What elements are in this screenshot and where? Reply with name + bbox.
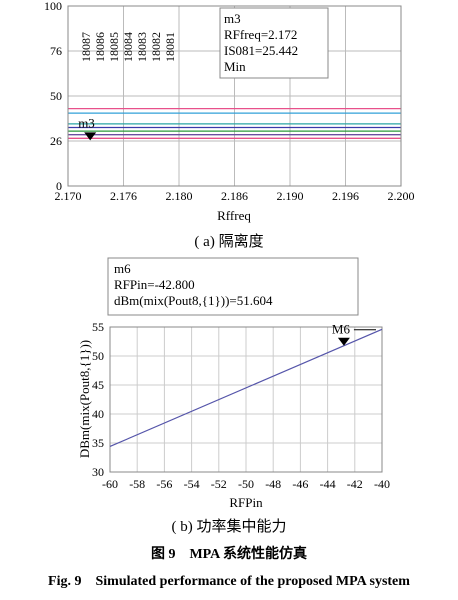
chart-b-x-tick-label: -40	[374, 477, 390, 491]
chart-b-x-axis-label: RFPin	[229, 495, 263, 510]
chart-b-x-tick-label: -48	[265, 477, 281, 491]
chart-b-info-line: dBm(mix(Pout8,{1}))=51.604	[114, 293, 273, 308]
chart-b-info-line: RFPin=-42.800	[114, 277, 195, 292]
chart-b-y-tick-label: 35	[92, 436, 104, 450]
chart-a-x-tick-label: 2.200	[388, 189, 415, 203]
chart-b-y-tick-label: 40	[92, 407, 104, 421]
chart-b-marker-triangle	[337, 337, 350, 346]
chart-a-legend-entry: 18085	[107, 32, 121, 62]
chart-b-info-box: m6RFPin=-42.800dBm(mix(Pout8,{1}))=51.60…	[107, 257, 359, 316]
power-concentration-chart: m6RFPin=-42.800dBm(mix(Pout8,{1}))=51.60…	[77, 257, 390, 510]
chart-a-legend-entry: 18082	[149, 32, 163, 62]
chart-a-info-box-frame	[219, 7, 329, 79]
chart-a-x-tick-label: 2.196	[332, 189, 359, 203]
chart-a-legend-entry: 18081	[163, 32, 177, 62]
chart-a-ticks: 2.170 2.176 2.180 2.186 2.190 2.196 2.200 0 26 50…	[44, 0, 415, 203]
chart-a-legend-entry: 18087	[79, 32, 93, 62]
chart-b-marker-label: M6	[332, 322, 351, 337]
chart-a-x-tick-label: 2.176	[110, 189, 137, 203]
chart-b-info-box-frame	[107, 257, 359, 316]
chart-a-y-tick-label: 50	[50, 89, 62, 103]
chart-a-y-tick-label: 100	[44, 0, 62, 13]
chart-b-x-tick-label: -50	[238, 477, 254, 491]
chart-b-x-tick-label: -42	[347, 477, 363, 491]
chart-b-marker: M6	[332, 322, 376, 346]
chart-b-x-tick-label: -60	[102, 477, 118, 491]
chart-b-y-tick-label: 45	[92, 378, 104, 392]
chart-a-info-line: m3	[224, 11, 241, 26]
chart-a-y-tick-label: 26	[50, 134, 62, 148]
chart-b-x-tick-label: -54	[184, 477, 200, 491]
chart-a-info-line: RFfreq=2.172	[224, 27, 297, 42]
chart-a-x-tick-label: 2.170	[55, 189, 82, 203]
chart-a-y-tick-label: 0	[56, 179, 62, 193]
chart-a-series	[68, 107, 401, 139]
chart-a-marker: m3	[78, 115, 97, 141]
chart-b-ticks: -60 -58 -56 -54 -52 -50 -48 -46 -44 -42 -40 30 35 40 4…	[92, 320, 390, 491]
chart-b-y-tick-label: 55	[92, 320, 104, 334]
chart-a-legend-entry: 18083	[135, 32, 149, 62]
chart-a-y-tick-label: 76	[50, 44, 62, 58]
figure-caption-en: Fig. 9 Simulated performance of the prop…	[48, 574, 410, 589]
chart-b-x-tick-label: -52	[211, 477, 227, 491]
chart-b-x-tick-label: -56	[156, 477, 172, 491]
isolation-chart: 2.170 2.176 2.180 2.186 2.190 2.196 2.200 0 26 50…	[44, 0, 415, 223]
subfigure-b-caption: ( b) 功率集中能力	[171, 519, 287, 535]
chart-b-series-line	[109, 328, 383, 448]
chart-a-legend-entry: 18086	[93, 32, 107, 62]
chart-a-x-tick-label: 2.180	[166, 189, 193, 203]
chart-b-grid	[110, 327, 382, 472]
chart-a-x-tick-label: 2.190	[277, 189, 304, 203]
chart-b-y-tick-label: 30	[92, 465, 104, 479]
chart-a-marker-triangle	[84, 132, 97, 141]
subfigure-a-caption: ( a) 隔离度	[194, 234, 264, 250]
chart-a-legend-entry: 18084	[121, 32, 135, 62]
chart-b-y-tick-label: 50	[92, 349, 104, 363]
chart-b-x-tick-label: -46	[292, 477, 308, 491]
chart-b-x-tick-label: -44	[320, 477, 336, 491]
chart-b-series	[109, 328, 383, 448]
chart-b-y-axis-label: DBm(mix(Pout8,{1}))	[77, 340, 92, 458]
chart-b-plot-frame	[109, 326, 383, 473]
chart-a-info-line: IS081=25.442	[224, 43, 298, 58]
chart-a-legend: 18087 18086 18085 18084 18083 18082 18081	[79, 32, 177, 62]
chart-b-x-tick-label: -58	[129, 477, 145, 491]
chart-a-x-tick-label: 2.186	[221, 189, 248, 203]
chart-a-info-line: Min	[224, 59, 246, 74]
chart-a-plot-frame	[67, 5, 402, 187]
chart-a-x-axis-label: Rffreq	[217, 208, 251, 223]
chart-b-info-line: m6	[114, 261, 131, 276]
chart-a-marker-label: m3	[78, 115, 95, 130]
figure-caption-cn: 图 9 MPA 系统性能仿真	[150, 547, 308, 562]
